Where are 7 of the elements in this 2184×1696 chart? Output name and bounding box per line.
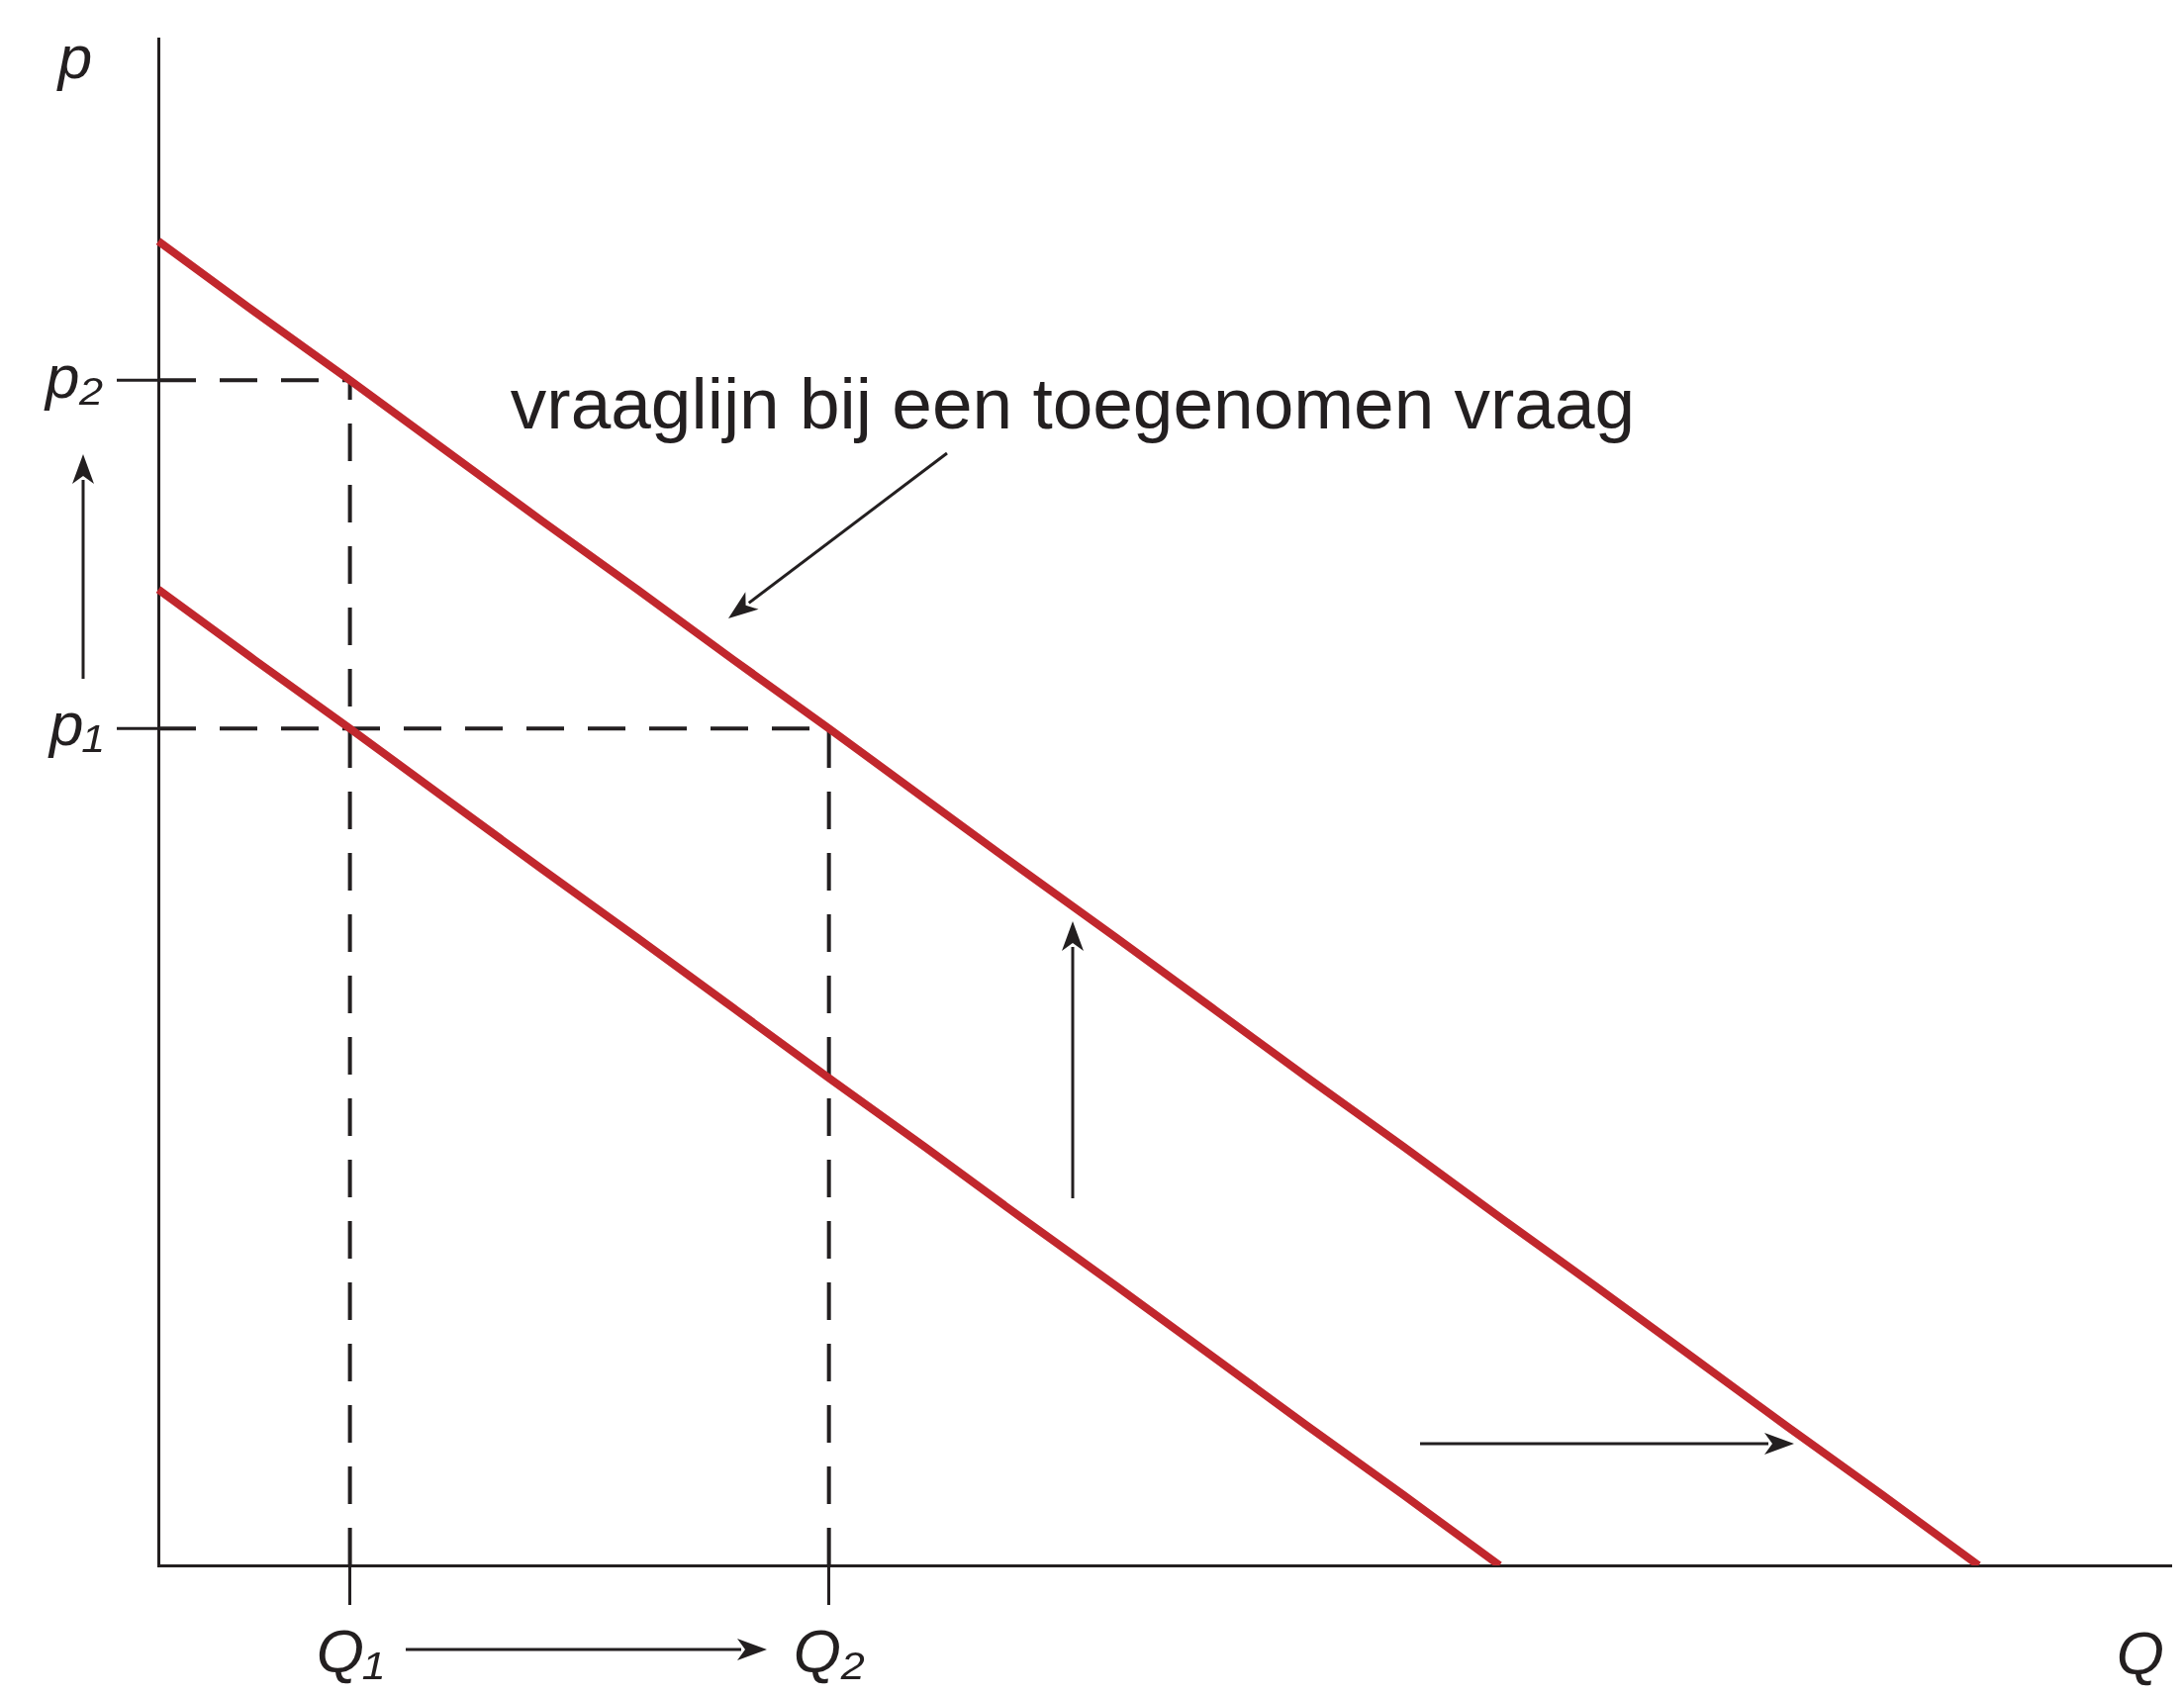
x-tick-label: Q₁ bbox=[316, 1617, 384, 1686]
ref-line-label: p₁ bbox=[47, 690, 103, 759]
ref-line-label: p₂ bbox=[43, 341, 104, 411]
x-tick-label: Q₂ bbox=[793, 1617, 865, 1686]
x-axis-title: Q bbox=[2116, 1619, 2164, 1687]
annotation: vraaglijn bij een toegenomen vraag bbox=[510, 363, 1636, 443]
y-axis-title: p bbox=[55, 23, 93, 91]
